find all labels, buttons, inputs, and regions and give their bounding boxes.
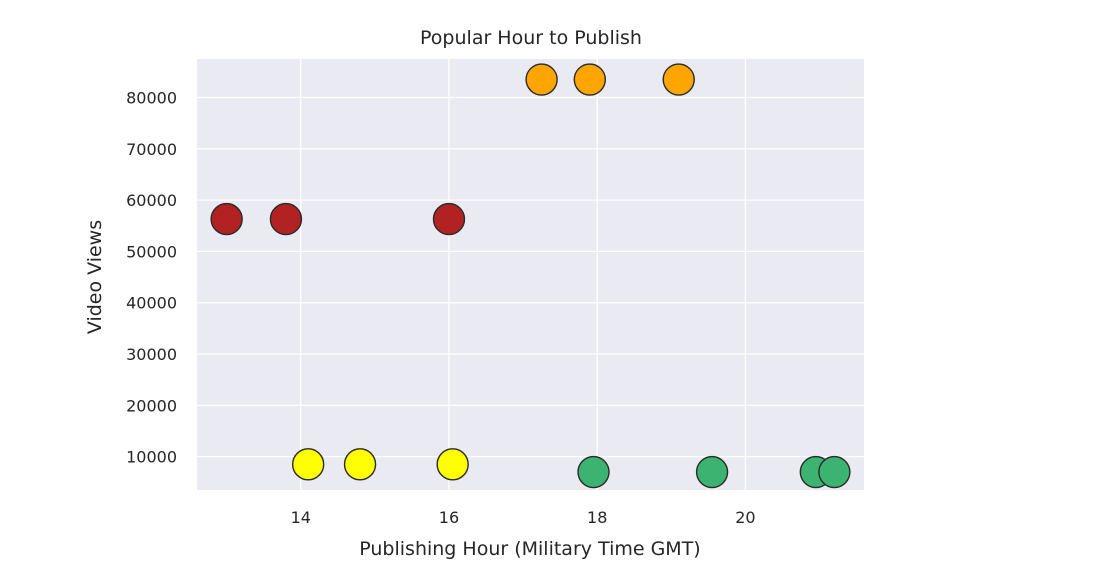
x-tick-label: 18 [587, 508, 607, 527]
y-tick-label: 30000 [126, 345, 177, 364]
y-tick-labels: 10000 20000 30000 40000 50000 60000 70000 80000 [126, 88, 177, 466]
plot-area [197, 59, 864, 490]
scatter-point [573, 63, 606, 96]
scatter-point [525, 63, 558, 96]
y-tick-label: 50000 [126, 242, 177, 261]
scatter-point [210, 202, 243, 236]
y-tick-label: 20000 [126, 396, 177, 415]
y-tick-label: 40000 [126, 294, 177, 313]
data-points [210, 63, 851, 489]
scatter-point [577, 455, 610, 489]
x-tick-label: 14 [291, 508, 311, 527]
scatter-point [695, 455, 729, 489]
x-tick-label: 16 [439, 508, 459, 527]
y-tick-label: 60000 [126, 191, 177, 210]
x-tick-label: 20 [735, 508, 755, 527]
scatter-point [269, 202, 303, 236]
x-tick-labels: 14 16 18 20 [291, 508, 756, 527]
scatter-point [662, 63, 695, 96]
y-tick-label: 10000 [126, 448, 177, 467]
y-axis-label: Video Views [84, 220, 106, 334]
scatter-point [432, 202, 466, 236]
chart-title: Popular Hour to Publish [420, 27, 642, 49]
x-axis-label: Publishing Hour (Military Time GMT) [359, 538, 700, 560]
scatter-point [343, 448, 377, 481]
x-gridlines [300, 59, 747, 490]
y-tick-label: 70000 [126, 140, 177, 159]
scatter-point [291, 448, 325, 481]
scatter-point [818, 455, 851, 489]
y-tick-label: 80000 [126, 88, 177, 107]
scatter-point [436, 448, 469, 481]
